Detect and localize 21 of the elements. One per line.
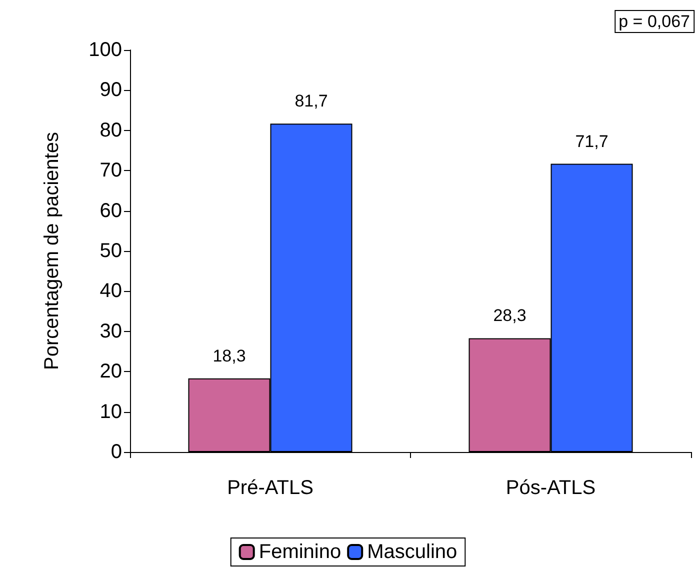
y-tick-label: 20 [100,360,122,383]
y-tick-label: 50 [100,240,122,262]
data-label: 18,3 [212,346,246,366]
y-axis-title: Porcentagem de pacientes [41,132,63,370]
legend-label: Feminino [258,541,342,563]
y-tick-label: 70 [100,160,122,182]
x-tick-label: Pós-ATLS [506,477,596,499]
data-label: 28,3 [493,306,526,326]
y-tick-label: 30 [100,320,122,342]
text: p = 0,067 [618,12,690,31]
y-tick-label: 10 [100,400,122,423]
y-tick-label: 100 [88,39,122,61]
y-tick-label: 80 [100,119,122,142]
y-tick-label: 90 [100,79,122,102]
y-tick-label: 40 [100,280,122,302]
y-tick-label: 60 [100,200,122,222]
data-label: 71,7 [575,132,608,151]
data-label: 81,7 [294,92,328,111]
x-tick-label: Pré-ATLS [227,477,314,499]
y-tick-label: 0 [110,441,122,463]
legend-label: Masculino [367,541,458,563]
